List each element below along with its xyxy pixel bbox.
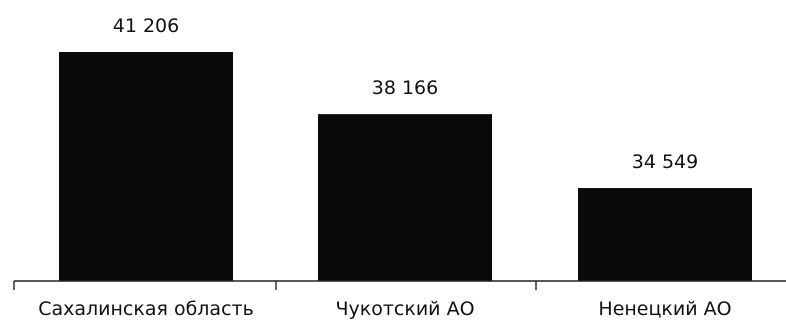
- value-label-1: 38 166: [372, 77, 438, 99]
- bar-0: [59, 52, 233, 281]
- bar-2: [578, 188, 752, 281]
- value-label-0: 41 206: [113, 15, 179, 37]
- category-label-1: Чукотский АО: [335, 298, 474, 320]
- category-label-2: Ненецкий АО: [598, 298, 731, 320]
- category-label-0: Сахалинская область: [38, 298, 254, 320]
- bar-1: [318, 114, 492, 281]
- value-label-2: 34 549: [632, 151, 698, 173]
